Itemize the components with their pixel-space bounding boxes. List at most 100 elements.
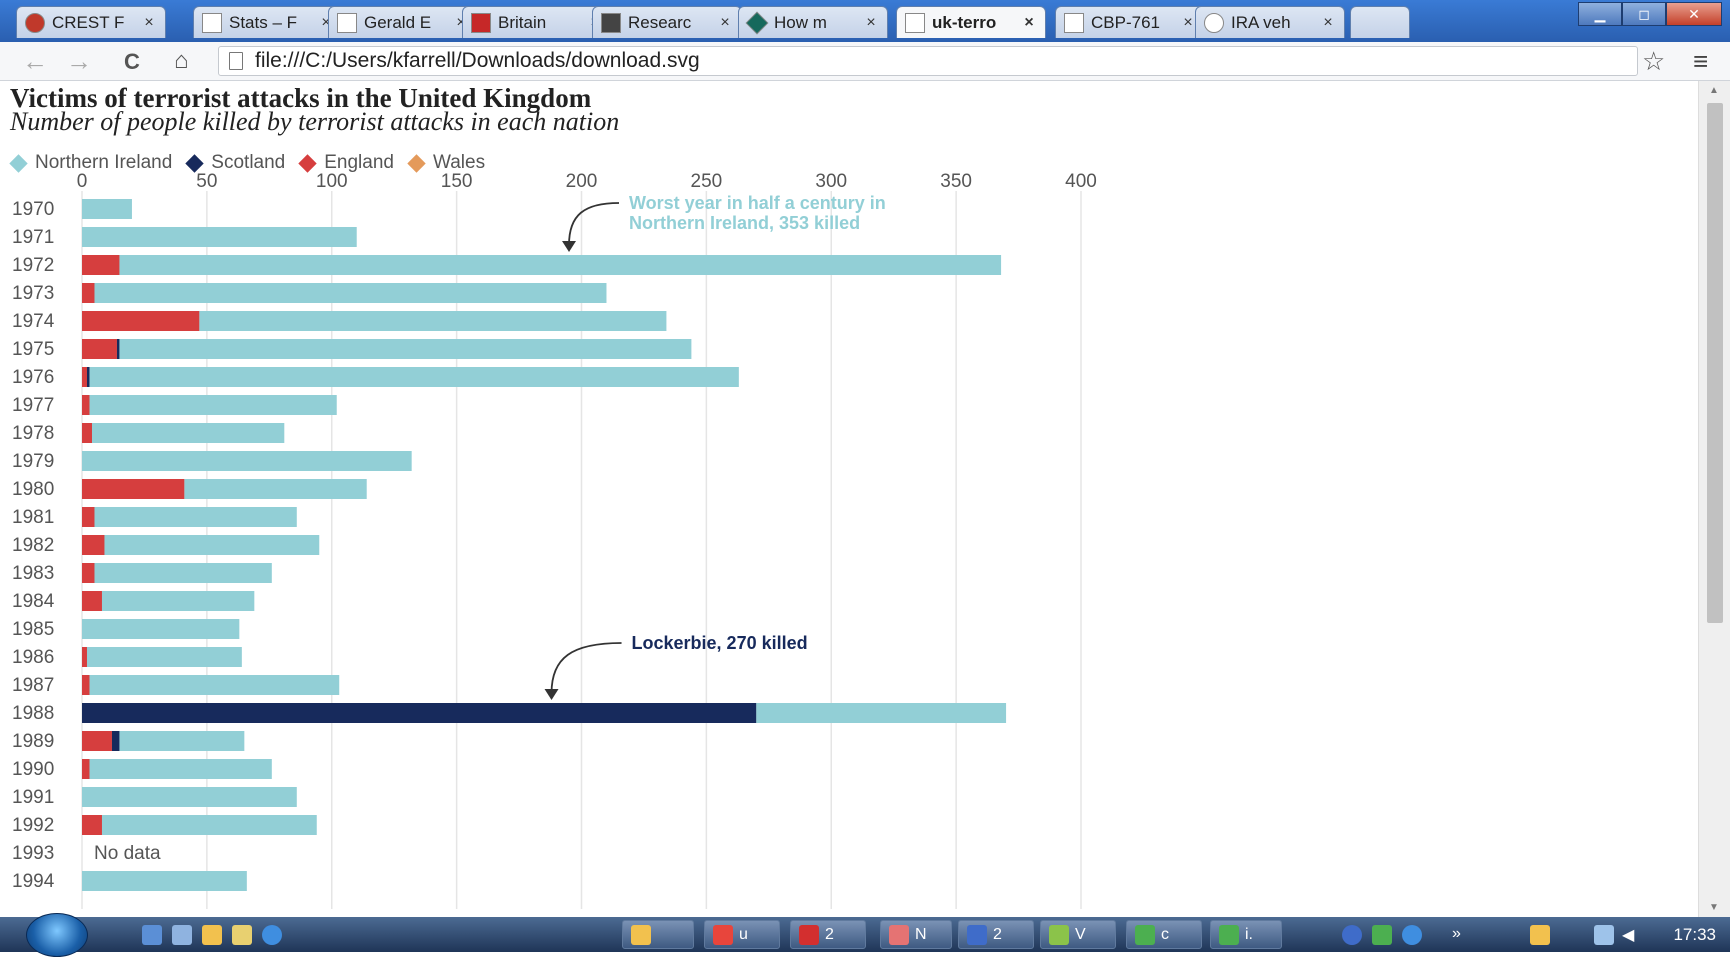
bar-segment bbox=[82, 227, 357, 247]
bar-segment bbox=[86, 367, 90, 387]
bar-segment bbox=[94, 283, 607, 303]
forward-button[interactable]: → bbox=[66, 46, 92, 76]
minimize-button[interactable]: ▁ bbox=[1578, 2, 1622, 26]
tab-close-icon[interactable]: × bbox=[1323, 13, 1333, 31]
bar-segment bbox=[82, 815, 102, 835]
browser-tab[interactable]: How m × bbox=[738, 6, 888, 38]
taskbar-button-label: N bbox=[915, 925, 927, 943]
bar-segment bbox=[89, 675, 340, 695]
tray-app-icon[interactable] bbox=[1372, 925, 1392, 945]
tab-close-icon[interactable]: × bbox=[456, 13, 466, 31]
address-bar[interactable]: file:///C:/Users/kfarrell/Downloads/down… bbox=[218, 46, 1638, 76]
browser-menu-button[interactable]: ≡ bbox=[1693, 46, 1709, 76]
y-tick-label: 1976 bbox=[12, 367, 54, 388]
browser-tab[interactable]: Gerald E × bbox=[328, 6, 478, 38]
home-button[interactable]: ⌂ bbox=[174, 47, 189, 74]
ie-icon[interactable] bbox=[262, 925, 282, 945]
x-tick-label: 100 bbox=[316, 171, 348, 192]
y-tick-label: 1992 bbox=[12, 815, 54, 836]
chrome-icon bbox=[713, 924, 733, 945]
bar-segment bbox=[91, 423, 285, 443]
tab-close-icon[interactable]: × bbox=[321, 13, 331, 31]
legend-item-scotland: Scotland bbox=[185, 152, 285, 174]
envelope-icon[interactable] bbox=[232, 925, 252, 945]
taskbar-button[interactable]: c bbox=[1126, 920, 1202, 949]
bar-segment bbox=[119, 731, 245, 751]
help-icon[interactable] bbox=[1342, 925, 1362, 945]
tray-mail-icon[interactable] bbox=[1530, 925, 1550, 945]
legend-swatch bbox=[407, 153, 426, 173]
scroll-up-arrow-icon[interactable]: ▲ bbox=[1709, 85, 1719, 96]
network-icon[interactable] bbox=[1594, 925, 1614, 945]
legend-item-northern-ireland: Northern Ireland bbox=[9, 152, 172, 174]
taskbar-button[interactable]: N bbox=[880, 920, 952, 949]
annotation-arrow bbox=[568, 202, 620, 246]
tab-title: IRA veh bbox=[1231, 12, 1291, 32]
taskbar-button[interactable]: 2 bbox=[958, 920, 1034, 949]
tab-close-icon[interactable]: × bbox=[866, 13, 876, 31]
x-tick-label: 50 bbox=[196, 171, 217, 192]
bar-segment bbox=[82, 451, 412, 471]
browser-tab[interactable]: Britain× bbox=[462, 6, 612, 38]
bar-segment bbox=[101, 591, 255, 611]
browser-tab[interactable]: IRA veh × bbox=[1195, 6, 1345, 38]
start-button-icon[interactable] bbox=[26, 913, 88, 957]
volume-icon[interactable]: ◀ bbox=[1622, 927, 1635, 944]
tab-close-icon[interactable]: × bbox=[720, 13, 730, 31]
browser-tab-strip: CREST F× Stats – F×Gerald E×Britain×Resea… bbox=[0, 0, 1730, 42]
y-tick-label: 1980 bbox=[12, 479, 54, 500]
scroll-down-arrow-icon[interactable]: ▼ bbox=[1709, 902, 1719, 913]
bar-segment bbox=[119, 339, 692, 359]
vertical-scrollbar[interactable]: ▲ ▼ bbox=[1698, 81, 1730, 917]
x-tick-label: 300 bbox=[815, 171, 847, 192]
bar-segment bbox=[82, 367, 87, 387]
browser-tab[interactable]: Stats – F × bbox=[193, 6, 343, 38]
x-tick-label: 250 bbox=[691, 171, 723, 192]
taskbar-button[interactable]: 2 bbox=[790, 920, 866, 949]
page-icon bbox=[1064, 12, 1084, 33]
y-tick-label: 1986 bbox=[12, 647, 54, 668]
tab-close-icon[interactable]: × bbox=[144, 13, 154, 31]
ie-tray-icon[interactable] bbox=[1402, 925, 1422, 945]
bar-segment bbox=[86, 647, 242, 667]
reload-button[interactable]: C bbox=[124, 49, 140, 74]
bar-segment bbox=[82, 871, 247, 891]
mail-icon[interactable] bbox=[202, 925, 222, 945]
y-tick-label: 1988 bbox=[12, 703, 54, 724]
browser-tab[interactable]: CBP-761 × bbox=[1055, 6, 1205, 38]
tray-expand-icon[interactable]: » bbox=[1452, 925, 1461, 942]
bar-segment bbox=[82, 563, 95, 583]
bar-segment bbox=[82, 423, 92, 443]
explorer-icon[interactable] bbox=[172, 925, 192, 945]
tab-title: uk-terro bbox=[932, 12, 997, 32]
y-tick-label: 1973 bbox=[12, 283, 54, 304]
maximize-button[interactable]: ◻ bbox=[1622, 2, 1666, 26]
y-tick-label: 1984 bbox=[12, 591, 55, 612]
bar-segment bbox=[104, 535, 320, 555]
y-tick-label: 1974 bbox=[12, 311, 55, 332]
back-button[interactable]: ← bbox=[22, 46, 48, 76]
taskbar-button[interactable]: i. bbox=[1210, 920, 1282, 949]
taskbar-button[interactable]: u bbox=[704, 920, 780, 949]
scroll-thumb[interactable] bbox=[1707, 103, 1723, 623]
bar-segment bbox=[82, 395, 90, 415]
taskbar-button[interactable] bbox=[622, 920, 694, 949]
bar-segment bbox=[82, 311, 200, 331]
browser-tab[interactable]: uk-terro × bbox=[896, 6, 1046, 38]
desktop-icon[interactable] bbox=[142, 925, 162, 945]
y-tick-label: 1993 bbox=[12, 843, 54, 864]
new-tab-button[interactable] bbox=[1350, 6, 1410, 38]
y-tick-label: 1979 bbox=[12, 451, 54, 472]
wikipedia-icon bbox=[337, 12, 357, 33]
taskbar-button[interactable]: V bbox=[1040, 920, 1116, 949]
annotation-arrowhead bbox=[562, 241, 577, 252]
bar-segment bbox=[82, 479, 185, 499]
close-window-button[interactable]: ✕ bbox=[1666, 2, 1722, 26]
tab-close-icon[interactable]: × bbox=[1183, 13, 1193, 31]
legend-swatch bbox=[298, 153, 317, 173]
browser-tab[interactable]: CREST F × bbox=[16, 6, 166, 38]
bookmark-star-button[interactable]: ☆ bbox=[1642, 46, 1666, 76]
tab-close-icon[interactable]: × bbox=[1024, 13, 1034, 31]
browser-tab[interactable]: Researc × bbox=[592, 6, 742, 38]
taskbar-button-label: 2 bbox=[825, 925, 834, 943]
